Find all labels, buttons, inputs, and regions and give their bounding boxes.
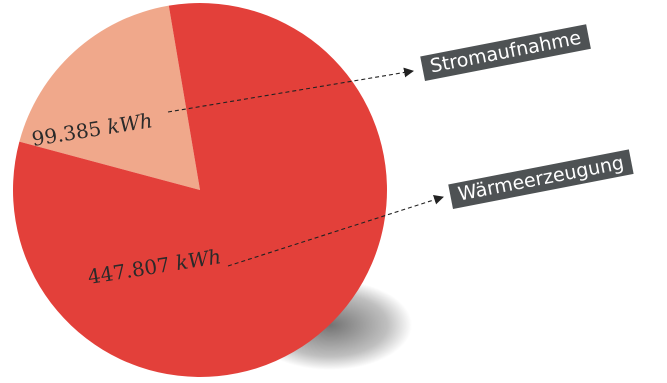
leader-line-waermeerzeugung <box>227 195 444 267</box>
pie-slice-stromaufnahme <box>19 5 200 190</box>
pie-slice-waermeerzeugung <box>13 2 388 377</box>
